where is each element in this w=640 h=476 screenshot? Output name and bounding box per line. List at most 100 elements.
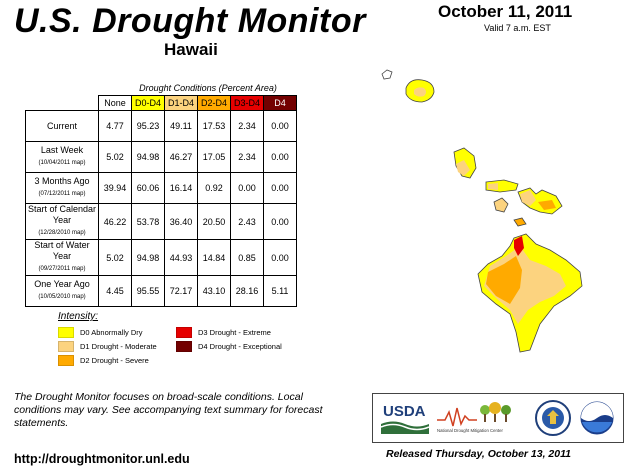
legend-swatch-d4	[176, 341, 192, 352]
table-cell: 72.17	[164, 275, 198, 307]
table-cell: 2.43	[230, 203, 264, 240]
table-cell: 0.00	[263, 239, 297, 276]
row-label: Last Week (10/04/2011 map)	[25, 141, 99, 173]
column-header-d3-d4: D3-D4	[230, 95, 264, 111]
legend-label: D0 Abnormally Dry	[80, 328, 143, 337]
table-cell: 46.27	[164, 141, 198, 173]
table-row: One Year Ago (10/05/2010 map) 4.45 95.55 …	[25, 275, 297, 307]
table-row: Start of Water Year (09/27/2011 map) 5.02…	[25, 239, 297, 276]
column-header-d4: D4	[263, 95, 297, 111]
hawaii-d2-area	[486, 256, 522, 304]
legend-label: D3 Drought - Extreme	[198, 328, 271, 337]
table-cell: 2.34	[230, 110, 264, 142]
table-cell: 95.23	[131, 110, 165, 142]
table-cell: 2.34	[230, 141, 264, 173]
legend-item-d3: D3 Drought - Extreme	[176, 327, 271, 338]
table-cell: 5.11	[263, 275, 297, 307]
maui-d1-west	[520, 190, 536, 206]
table-cell: 17.53	[197, 110, 231, 142]
release-date: Released Thursday, October 13, 2011	[386, 448, 572, 460]
map-date: October 11, 2011	[438, 2, 573, 21]
website-url[interactable]: http://droughtmonitor.unl.edu	[14, 452, 190, 466]
ndmc-trunk-1	[484, 414, 486, 422]
row-sublabel: (10/04/2011 map)	[38, 160, 86, 166]
row-label-text: Current	[46, 120, 77, 131]
drought-conditions-table: None D0-D4 D1-D4 D2-D4 D3-D4 D4 Current …	[25, 95, 297, 307]
molokai-d1-area	[488, 183, 498, 190]
table-header-row: None D0-D4 D1-D4 D2-D4 D3-D4 D4	[26, 95, 297, 111]
legend-label: D4 Drought - Exceptional	[198, 342, 282, 351]
table-cell: 20.50	[197, 203, 231, 240]
legend-item-d2: D2 Drought - Severe	[58, 355, 149, 366]
table-cell: 0.00	[263, 110, 297, 142]
noaa-bird	[581, 402, 613, 421]
table-cell: 53.78	[131, 203, 165, 240]
usda-logo-text: USDA	[383, 403, 426, 420]
table-cell: 44.93	[164, 239, 198, 276]
table-row: Start of Calendar Year (12/28/2010 map) 4…	[25, 203, 297, 240]
logos-graphic: USDA National Drought Mitigation Center	[380, 400, 615, 436]
partner-logos: USDA National Drought Mitigation Center	[372, 393, 624, 443]
table-cell: 43.10	[197, 275, 231, 307]
legend-label: D2 Drought - Severe	[80, 356, 149, 365]
row-label-text: Start of Water Year	[34, 240, 90, 261]
row-label: 3 Months Ago (07/12/2011 map)	[25, 172, 99, 204]
table-cell: 4.45	[98, 275, 132, 307]
commerce-seal-emblem	[547, 410, 559, 424]
row-label: Start of Calendar Year (12/28/2010 map)	[25, 203, 99, 240]
column-header-d1-d4: D1-D4	[164, 95, 198, 111]
usda-logo: USDA	[380, 403, 430, 434]
table-cell: 14.84	[197, 239, 231, 276]
table-row: 3 Months Ago (07/12/2011 map) 39.94 60.06…	[25, 172, 297, 204]
ndmc-trunk-2	[494, 414, 496, 422]
page-title: U.S. Drought Monitor	[14, 2, 366, 40]
legend-item-d1: D1 Drought - Moderate	[58, 341, 157, 352]
legend-swatch-d1	[58, 341, 74, 352]
column-header-none: None	[98, 95, 132, 111]
island-lanai	[493, 197, 509, 213]
table-cell: 0.85	[230, 239, 264, 276]
oahu-d1-area	[456, 160, 470, 176]
ndmc-tree-3	[501, 405, 511, 415]
kauai-d1-area	[414, 87, 426, 97]
table-cell: 39.94	[98, 172, 132, 204]
noaa-water	[582, 422, 612, 433]
valid-time: Valid 7 a.m. EST	[484, 23, 551, 33]
table-row: Last Week (10/04/2011 map) 5.02 94.98 46.…	[25, 141, 297, 173]
header-blank-cell	[26, 96, 99, 111]
table-cell: 0.00	[263, 172, 297, 204]
island-kahoolawe	[513, 217, 527, 227]
legend-swatch-d3	[176, 327, 192, 338]
row-label: One Year Ago (10/05/2010 map)	[25, 275, 99, 307]
ndmc-pulse-line	[437, 407, 477, 427]
legend-swatch-d2	[58, 355, 74, 366]
row-sublabel: (10/05/2010 map)	[38, 294, 86, 300]
row-label-text: Last Week	[40, 145, 84, 155]
table-cell: 5.02	[98, 239, 132, 276]
table-cell: 0.00	[263, 141, 297, 173]
ndmc-tree-1	[480, 405, 490, 415]
table-cell: 0.92	[197, 172, 231, 204]
table-cell: 94.98	[131, 239, 165, 276]
table-cell: 17.05	[197, 141, 231, 173]
table-row: Current 4.77 95.23 49.11 17.53 2.34 0.00	[25, 110, 297, 142]
usda-hill-line	[380, 423, 430, 431]
column-header-d0-d4: D0-D4	[131, 95, 165, 111]
commerce-seal	[535, 400, 571, 436]
row-label: Start of Water Year (09/27/2011 map)	[25, 239, 99, 276]
island-niihau	[381, 69, 393, 80]
table-cell: 16.14	[164, 172, 198, 204]
legend-item-d4: D4 Drought - Exceptional	[176, 341, 282, 352]
row-sublabel: (09/27/2011 map)	[38, 266, 86, 272]
noaa-logo	[579, 400, 615, 436]
row-label-text: 3 Months Ago	[34, 176, 90, 186]
table-cell: 4.77	[98, 110, 132, 142]
hawaii-d3-area	[514, 236, 524, 256]
table-cell: 28.16	[230, 275, 264, 307]
ndmc-logo: National Drought Mitigation Center	[437, 402, 511, 433]
hawaii-drought-map	[381, 69, 583, 353]
legend-item-d0: D0 Abnormally Dry	[58, 327, 143, 338]
row-sublabel: (12/28/2010 map)	[38, 230, 86, 236]
region-name: Hawaii	[164, 40, 218, 59]
ndmc-logo-text: National Drought Mitigation Center	[437, 428, 503, 433]
